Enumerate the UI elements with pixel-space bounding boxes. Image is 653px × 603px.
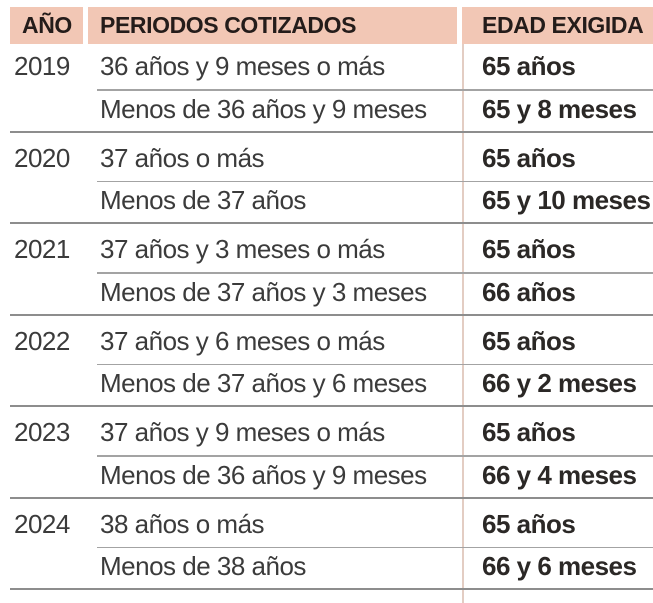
year-cell: 2023 [14,417,70,447]
group-divider [10,496,653,499]
table-row: 2021 37 años y 3 meses o más 65 años [10,227,653,272]
period-cell: 37 años o más [100,142,265,173]
year-cell: 2022 [14,325,70,356]
table-row: Menos de 37 años 65 y 10 meses [10,182,653,219]
table-row: 2020 37 años o más 65 años [10,136,653,181]
column-header-year: AÑO [10,7,83,44]
age-cell: 65 años [482,51,576,81]
table-row: 2022 37 años y 6 meses o más 65 años [10,319,653,364]
column-header-periods: PERIODOS COTIZADOS [88,7,457,44]
row-divider [97,455,653,457]
year-group-2019: 2019 36 años y 9 meses o más 65 años Men… [10,44,653,136]
period-cell: Menos de 37 años y 3 meses [100,276,427,307]
period-cell: 38 años o más [100,508,265,539]
row-divider [97,180,653,182]
age-cell: 65 años [482,234,576,264]
period-cell: Menos de 37 años y 6 meses [100,368,427,398]
column-divider [462,44,464,603]
group-divider [10,313,653,316]
year-group-2020: 2020 37 años o más 65 años Menos de 37 a… [10,136,653,228]
age-cell: 65 años [482,508,576,539]
age-cell: 66 y 4 meses [482,459,637,490]
row-divider [97,89,653,91]
period-cell: 37 años y 6 meses o más [100,325,385,356]
column-header-age: EDAD EXIGIDA [462,7,653,44]
table-row: Menos de 38 años 66 y 6 meses [10,548,653,585]
table-row: Menos de 36 años y 9 meses 65 y 8 meses [10,91,653,128]
period-cell: Menos de 38 años [100,551,306,581]
row-divider [97,363,653,365]
age-cell: 66 y 6 meses [482,551,637,581]
period-cell: Menos de 36 años y 9 meses [100,459,427,490]
age-cell: 65 años [482,142,576,173]
age-cell: 65 años [482,417,576,447]
age-cell: 66 y 2 meses [482,368,637,398]
period-cell: Menos de 36 años y 9 meses [100,93,427,124]
year-cell: 2024 [14,508,70,539]
period-cell: 37 años y 9 meses o más [100,417,385,447]
year-group-2021: 2021 37 años y 3 meses o más 65 años Men… [10,227,653,319]
year-group-2022: 2022 37 años y 6 meses o más 65 años Men… [10,319,653,411]
period-cell: Menos de 37 años [100,185,306,215]
age-cell: 65 y 10 meses [482,185,651,215]
year-group-2023: 2023 37 años y 9 meses o más 65 años Men… [10,410,653,502]
age-cell: 65 y 8 meses [482,93,637,124]
period-cell: 36 años y 9 meses o más [100,51,385,81]
period-cell: 37 años y 3 meses o más [100,234,385,264]
table-row: Menos de 37 años y 3 meses 66 años [10,274,653,311]
year-cell: 2019 [14,51,70,81]
age-cell: 66 años [482,276,576,307]
table-header: AÑO PERIODOS COTIZADOS EDAD EXIGIDA [10,7,653,44]
table-row: 2024 38 años o más 65 años [10,502,653,547]
group-divider [10,222,653,224]
year-group-2024: 2024 38 años o más 65 años Menos de 38 a… [10,502,653,594]
group-divider [10,130,653,133]
group-divider [10,405,653,407]
table-row: 2023 37 años y 9 meses o más 65 años [10,410,653,455]
row-divider [97,546,653,548]
year-cell: 2020 [14,142,70,173]
year-cell: 2021 [14,234,70,264]
table-body: 2019 36 años y 9 meses o más 65 años Men… [10,44,653,603]
table-row: 2019 36 años y 9 meses o más 65 años [10,44,653,89]
table-row: Menos de 37 años y 6 meses 66 y 2 meses [10,365,653,402]
row-divider [97,272,653,274]
group-divider [10,588,653,590]
table-row: Menos de 36 años y 9 meses 66 y 4 meses [10,457,653,494]
age-cell: 65 años [482,325,576,356]
